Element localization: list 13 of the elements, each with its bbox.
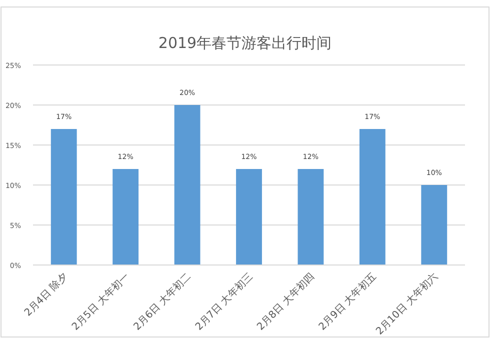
x-tick-label: 2月5日 大年初一 <box>70 270 132 333</box>
bar <box>421 185 448 265</box>
bar <box>236 169 262 265</box>
bar <box>112 169 139 265</box>
bar <box>298 169 324 265</box>
x-tick-label: 2月8日 大年初四 <box>254 270 317 333</box>
x-tick-label: 2月6日 大年初二 <box>131 270 194 333</box>
bar <box>50 129 77 265</box>
bar <box>359 129 386 265</box>
x-tick-label: 2月4日 除夕 <box>22 270 70 319</box>
chart-title: 2019年春节游客出行时间 <box>158 34 332 52</box>
bar <box>174 105 200 265</box>
x-tick-label: 2月7日 大年初三 <box>192 270 256 333</box>
